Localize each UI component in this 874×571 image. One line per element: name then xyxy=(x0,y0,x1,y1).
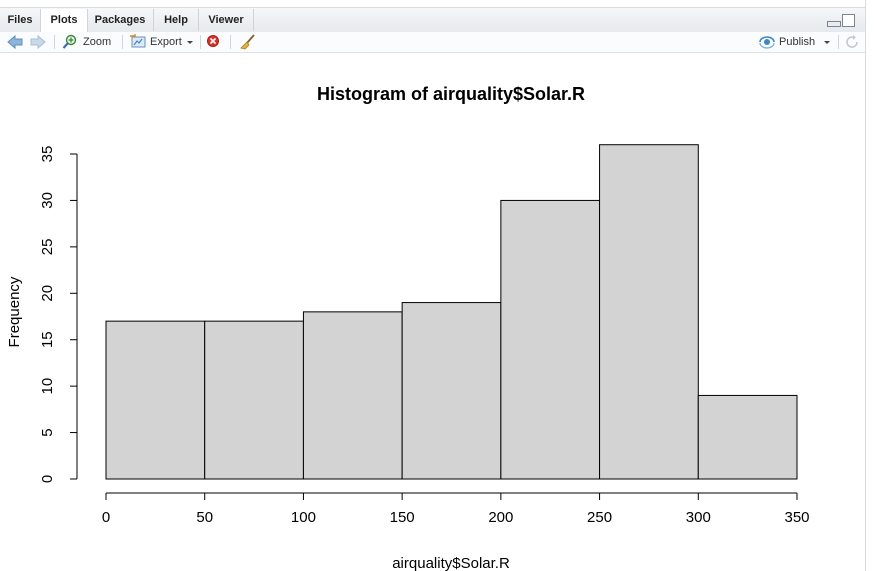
y-tick-label: 5 xyxy=(39,428,56,436)
x-tick-label: 200 xyxy=(488,509,513,526)
x-tick-label: 50 xyxy=(196,509,213,526)
histogram-bar xyxy=(204,320,304,480)
toolbar-separator xyxy=(230,35,231,49)
tab-packages[interactable]: Packages xyxy=(87,9,154,31)
maximize-pane-button[interactable] xyxy=(842,14,855,27)
tab-files[interactable]: Files xyxy=(0,9,41,31)
window-controls xyxy=(827,14,857,28)
forward-arrow-icon[interactable] xyxy=(29,34,47,50)
y-tick-label: 15 xyxy=(39,331,56,348)
y-tick-label: 0 xyxy=(39,475,56,483)
export-icon[interactable] xyxy=(129,34,147,50)
y-tick-label: 20 xyxy=(39,285,56,302)
histogram-bar xyxy=(599,144,699,480)
histogram-bar xyxy=(401,302,502,480)
histogram-bars xyxy=(105,144,798,480)
x-tick-label: 100 xyxy=(291,509,316,526)
x-tick-label: 0 xyxy=(102,509,110,526)
publish-icon[interactable] xyxy=(758,34,776,50)
y-axis-label: Frequency xyxy=(6,276,23,347)
dropdown-icon[interactable] xyxy=(186,34,194,50)
publish-dropdown-icon[interactable] xyxy=(823,34,831,50)
toolbar-separator xyxy=(200,35,201,49)
back-arrow-icon[interactable] xyxy=(6,34,24,50)
chart-title: Histogram of airquality$Solar.R xyxy=(317,84,585,104)
zoom-button[interactable]: Zoom xyxy=(83,36,112,48)
y-tick-label: 10 xyxy=(39,378,56,395)
tab-help[interactable]: Help xyxy=(154,9,199,31)
toolbar-separator xyxy=(838,35,839,49)
export-button[interactable]: Export xyxy=(150,36,182,48)
histogram-chart: Histogram of airquality$Solar.R airquali… xyxy=(6,84,810,571)
histogram-bar xyxy=(302,311,403,480)
tab-viewer[interactable]: Viewer xyxy=(199,9,254,31)
pane-tab-bar: Files Plots Packages Help Viewer xyxy=(0,7,865,33)
histogram-bar xyxy=(500,199,601,480)
refresh-icon[interactable] xyxy=(844,34,860,50)
toolbar-separator xyxy=(54,35,55,49)
x-tick-label: 250 xyxy=(587,509,612,526)
zoom-icon[interactable] xyxy=(62,34,78,50)
plots-toolbar: Zoom Export Publish xyxy=(0,32,865,53)
x-axis-label: airquality$Solar.R xyxy=(392,555,510,571)
remove-plot-icon[interactable] xyxy=(206,34,220,50)
y-tick-label: 35 xyxy=(39,146,56,163)
x-tick-label: 300 xyxy=(686,509,711,526)
y-tick-label: 30 xyxy=(39,192,56,209)
x-tick-label: 150 xyxy=(390,509,415,526)
y-axis: 0 5 10 15 20 25 30 35 xyxy=(39,146,78,483)
histogram-bar xyxy=(697,394,798,480)
publish-button[interactable]: Publish xyxy=(779,36,816,48)
histogram-bar xyxy=(105,320,206,480)
tab-plots[interactable]: Plots xyxy=(40,9,88,33)
x-tick-label: 350 xyxy=(784,509,809,526)
broom-icon[interactable] xyxy=(239,34,257,50)
y-tick-label: 25 xyxy=(39,239,56,256)
x-axis: 0 50 100 150 200 250 300 350 xyxy=(102,492,810,526)
toolbar-separator xyxy=(122,35,123,49)
minimize-pane-button[interactable] xyxy=(827,21,841,27)
